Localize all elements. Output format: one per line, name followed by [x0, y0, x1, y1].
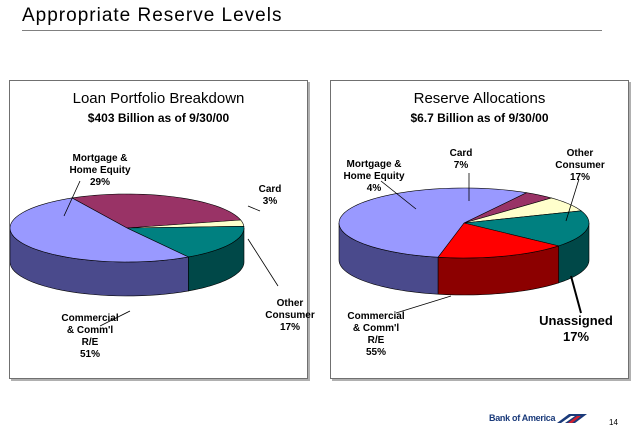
loan-portfolio-pie: [10, 180, 279, 327]
reserve-allocations-panel: Reserve Allocations $6.7 Billion as of 9…: [330, 80, 629, 379]
leader-line: [380, 180, 417, 210]
pie-slice-card: [463, 197, 582, 224]
page-number: 14: [609, 418, 618, 427]
leader-line: [247, 238, 279, 287]
leader-line: [247, 205, 261, 212]
chart-subtitle: $403 Billion as of 9/30/00: [87, 111, 230, 125]
leader-line: [395, 295, 452, 314]
flag-icon: [557, 414, 588, 423]
chart-subtitle: $6.7 Billion as of 9/30/00: [410, 111, 549, 125]
slice-label-other-consumer: Other Consumer 17%: [555, 148, 605, 183]
bank-of-america-logo: Bank of America: [489, 411, 589, 425]
slice-label-card: Card 7%: [449, 148, 473, 171]
reserve-allocations-pie: [338, 173, 590, 314]
pie-slice-mortgage: [463, 192, 553, 224]
slice-label-unassigned: Unassigned 17%: [539, 313, 613, 344]
pie-slice-commercial: [10, 197, 190, 263]
leader-line: [99, 310, 131, 327]
slice-label-card: Card 3%: [258, 184, 282, 207]
slide-title: Appropriate Reserve Levels: [22, 5, 283, 26]
leader-line: [570, 275, 582, 314]
pie-slice-unassigned: [437, 222, 560, 259]
slice-label-other-consumer: Other Consumer 17%: [265, 298, 315, 333]
pie-slice-other: [126, 226, 245, 258]
pie-slice-other: [463, 210, 590, 247]
slice-label-commercial: Commercial & Comm'l R/E 55%: [347, 311, 405, 358]
slice-label-mortgage: Mortgage & Home Equity 4%: [343, 159, 405, 194]
title-divider: [22, 30, 602, 31]
slice-label-mortgage: Mortgage & Home Equity 29%: [69, 153, 131, 188]
slice-label-commercial: Commercial & Comm'l R/E 51%: [61, 313, 119, 360]
chart-title: Loan Portfolio Breakdown: [72, 90, 245, 107]
chart-title: Reserve Allocations: [413, 90, 546, 107]
loan-portfolio-panel: Loan Portfolio Breakdown $403 Billion as…: [9, 80, 315, 379]
leader-line: [565, 178, 580, 222]
logo-wordmark: Bank of America: [489, 413, 556, 423]
pie-slice-mortgage: [71, 193, 242, 229]
pie-slice-commercial: [338, 187, 528, 258]
leader-line: [63, 180, 81, 217]
